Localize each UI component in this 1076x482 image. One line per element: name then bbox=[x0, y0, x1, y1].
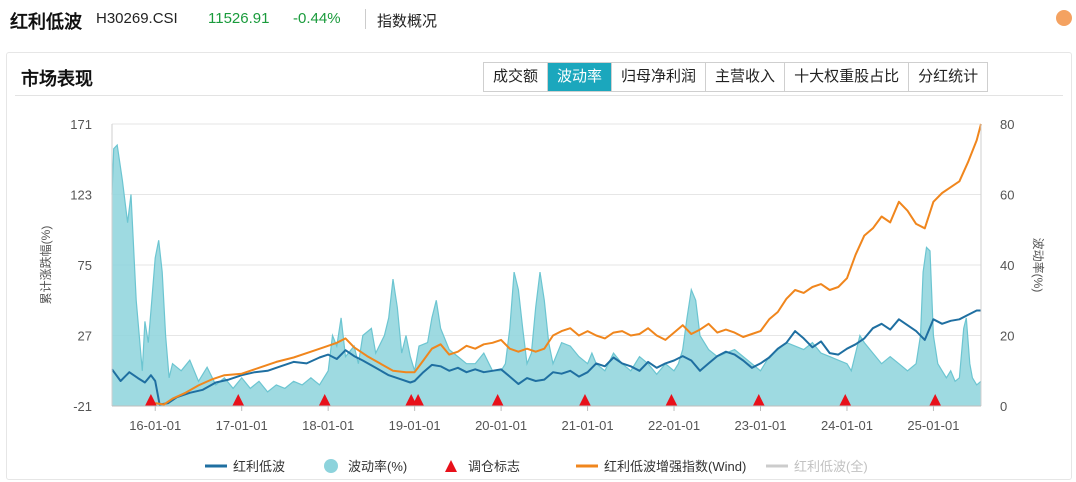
legend-item[interactable]: 红利低波(全) bbox=[766, 459, 868, 474]
tab-revenue[interactable]: 主营收入 bbox=[706, 63, 786, 91]
index-line bbox=[111, 309, 981, 406]
rebalance-marker bbox=[578, 394, 591, 406]
x-tick-label: 21-01-01 bbox=[562, 418, 614, 433]
volatility-area-layer bbox=[111, 143, 982, 406]
rebalance-marker bbox=[144, 394, 157, 406]
left-tick-label: 171 bbox=[70, 117, 92, 132]
legend-item[interactable]: 调仓标志 bbox=[445, 459, 520, 474]
legend-label: 红利低波(全) bbox=[794, 459, 868, 474]
rebalance-marker bbox=[839, 394, 852, 406]
index-price: 11526.91 bbox=[208, 10, 270, 27]
x-tick-label: 20-01-01 bbox=[475, 418, 527, 433]
legend-label: 波动率(%) bbox=[348, 459, 407, 474]
axis-layer: 171 123 75 27 -21 80 60 40 20 0 16-01-01 17-01-01 18… bbox=[38, 117, 1046, 433]
rebalance-marker bbox=[232, 394, 245, 406]
index-code: H30269.CSI bbox=[96, 10, 178, 27]
x-tick-label: 17-01-01 bbox=[216, 418, 268, 433]
right-tick-label: 80 bbox=[1000, 117, 1014, 132]
rebalance-marker bbox=[412, 394, 425, 406]
rebalance-marker bbox=[752, 394, 765, 406]
rebalance-marker-layer bbox=[144, 394, 942, 406]
rebalance-marker bbox=[665, 394, 678, 406]
right-axis-title: 波动率(%) bbox=[1031, 238, 1046, 293]
panel-divider bbox=[15, 95, 1063, 96]
right-tick-label: 0 bbox=[1000, 399, 1007, 414]
series-line-layer bbox=[111, 123, 982, 406]
x-tick-label: 18-01-01 bbox=[302, 418, 354, 433]
header-divider bbox=[365, 9, 366, 29]
x-tick-label: 19-01-01 bbox=[389, 418, 441, 433]
x-tick-label: 25-01-01 bbox=[907, 418, 959, 433]
legend-swatch-circle bbox=[324, 459, 338, 473]
x-tick-label: 16-01-01 bbox=[129, 418, 181, 433]
legend-item[interactable]: 波动率(%) bbox=[324, 459, 407, 474]
index-overview-link[interactable]: 指数概况 bbox=[377, 13, 438, 30]
tab-dividend-stats[interactable]: 分红统计 bbox=[909, 63, 988, 91]
index-name: 红利低波 bbox=[10, 12, 82, 32]
rebalance-marker bbox=[318, 394, 331, 406]
tab-net-profit[interactable]: 归母净利润 bbox=[612, 63, 707, 91]
legend-swatch-triangle bbox=[445, 460, 457, 472]
index-header: 红利低波 H30269.CSI 11526.91 -0.44% 指数概况 bbox=[0, 0, 1076, 40]
avatar[interactable] bbox=[1056, 10, 1072, 26]
left-tick-label: -21 bbox=[73, 399, 92, 414]
metric-tabs: 成交额 波动率 归母净利润 主营收入 十大权重股占比 分红统计 bbox=[483, 62, 989, 92]
right-tick-label: 60 bbox=[1000, 188, 1014, 203]
tab-turnover[interactable]: 成交额 bbox=[484, 63, 549, 91]
left-tick-label: 75 bbox=[78, 258, 92, 273]
legend: 红利低波 波动率(%) 调仓标志 红利低波增强指数(Wind) 红利低波(全) bbox=[205, 459, 868, 474]
left-tick-label: 27 bbox=[78, 329, 92, 344]
enhanced-index-line bbox=[155, 123, 982, 406]
volatility-area bbox=[112, 145, 981, 406]
x-tick-label: 23-01-01 bbox=[734, 418, 786, 433]
rebalance-marker bbox=[491, 394, 504, 406]
legend-item[interactable]: 红利低波增强指数(Wind) bbox=[576, 459, 746, 474]
tab-top10-weight[interactable]: 十大权重股占比 bbox=[785, 63, 910, 91]
legend-label: 调仓标志 bbox=[468, 459, 520, 474]
x-tick-label: 24-01-01 bbox=[821, 418, 873, 433]
market-performance-panel: 市场表现 成交额 波动率 归母净利润 主营收入 十大权重股占比 分红统计 bbox=[6, 52, 1072, 480]
rebalance-marker bbox=[929, 394, 942, 406]
left-axis-title: 累计涨跌幅(%) bbox=[38, 226, 53, 305]
x-tick-label: 22-01-01 bbox=[648, 418, 700, 433]
right-tick-label: 40 bbox=[1000, 258, 1014, 273]
legend-item[interactable]: 红利低波 bbox=[205, 459, 285, 474]
panel-title: 市场表现 bbox=[21, 69, 93, 89]
legend-label: 红利低波增强指数(Wind) bbox=[604, 459, 746, 474]
index-change: -0.44% bbox=[293, 10, 341, 27]
legend-label: 红利低波 bbox=[233, 459, 285, 474]
left-tick-label: 123 bbox=[70, 188, 92, 203]
tab-volatility[interactable]: 波动率 bbox=[548, 63, 613, 91]
right-tick-label: 20 bbox=[1000, 329, 1014, 344]
